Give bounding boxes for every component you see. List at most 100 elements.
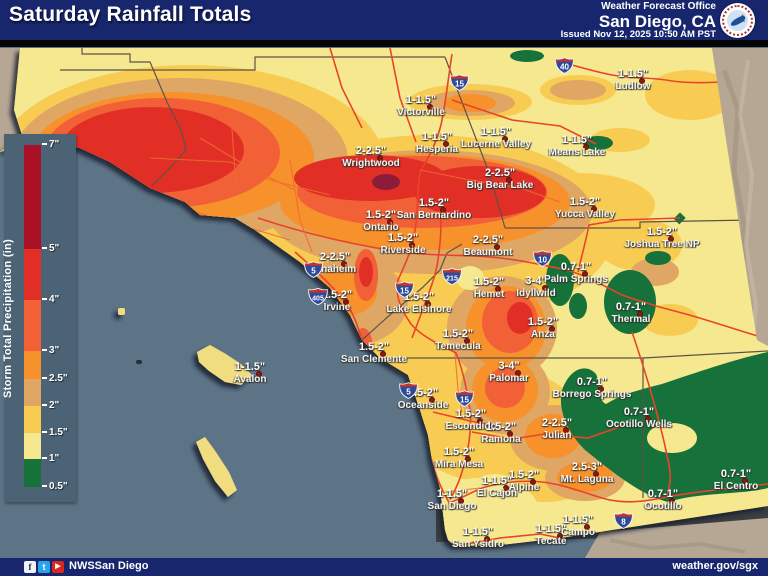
legend-segment-3-4 bbox=[24, 300, 41, 351]
legend-segment-1-1.5 bbox=[24, 433, 41, 459]
city-label-julian: 2-2.5" Julian bbox=[542, 417, 572, 442]
city-dot bbox=[458, 498, 464, 504]
city-dot bbox=[549, 326, 555, 332]
city-label-alpine: 1.5-2" Alpine bbox=[509, 469, 540, 494]
city-name: San Ysidro bbox=[451, 539, 505, 550]
rainfall-value: 1.5-2" bbox=[508, 469, 540, 481]
rainfall-value: 1-1.5" bbox=[562, 514, 594, 526]
svg-text:5: 5 bbox=[311, 266, 316, 275]
city-label-lake-elsinore: 1.5-2" Lake Elsinore bbox=[386, 291, 451, 316]
city-dot bbox=[591, 206, 597, 212]
city-dot bbox=[563, 427, 569, 433]
rainfall-value: 2-2.5" bbox=[484, 167, 516, 179]
city-dot bbox=[343, 299, 349, 305]
city-name: Ocotillo bbox=[644, 501, 682, 512]
city-label-ontario: 1.5-2" Ontario bbox=[363, 209, 399, 234]
city-dot bbox=[502, 136, 508, 142]
map-top-seam bbox=[0, 40, 768, 47]
city-label-tecate: 1-1.5" Tecate bbox=[536, 523, 567, 548]
city-label-san-clemente: 1.5-2" San Clemente bbox=[341, 341, 407, 366]
nws-logo-ring bbox=[722, 5, 753, 36]
city-name: San Diego bbox=[427, 501, 477, 512]
legend-colorbar bbox=[24, 145, 41, 487]
city-dot bbox=[425, 301, 431, 307]
city-name: Anza bbox=[531, 329, 555, 340]
city-name: Palomar bbox=[489, 373, 529, 384]
city-dot bbox=[637, 311, 643, 317]
rainfall-value: 0.7-1" bbox=[647, 488, 679, 500]
nws-logo-core bbox=[727, 10, 748, 31]
city-label-victorville: 1-1.5" Victorville bbox=[397, 94, 445, 119]
city-name: Yucca Valley bbox=[554, 209, 616, 220]
city-name: Ramona bbox=[481, 434, 521, 445]
rainfall-value: 1.5-2" bbox=[442, 328, 474, 340]
city-label-ocotillo-wells: 0.7-1" Ocotillo Wells bbox=[606, 406, 672, 431]
rainfall-value: 2-2.5" bbox=[319, 251, 351, 263]
facebook-icon: f bbox=[24, 561, 36, 573]
legend-segment-5-7 bbox=[24, 145, 41, 249]
city-dot bbox=[377, 155, 383, 161]
legend-tick: 2" bbox=[42, 400, 72, 411]
city-dot bbox=[668, 236, 674, 242]
city-name: Lucerne Valley bbox=[460, 139, 532, 150]
map-graphic bbox=[0, 40, 768, 558]
city-dot bbox=[598, 386, 604, 392]
city-label-hesperia: 1-1.5" Hesperia bbox=[416, 131, 458, 156]
city-dot bbox=[557, 533, 563, 539]
city-dot bbox=[464, 338, 470, 344]
legend-segment-2-2.5 bbox=[24, 379, 41, 406]
city-label-avalon: 1-1.5" Avalon bbox=[234, 361, 267, 386]
city-dot bbox=[593, 471, 599, 477]
city-name: Ocotillo Wells bbox=[606, 419, 672, 430]
city-label-anaheim: 2-2.5" Anaheim bbox=[314, 251, 356, 276]
city-name: Mt. Laguna bbox=[560, 474, 614, 485]
city-dot bbox=[542, 285, 548, 291]
rainfall-value: 2-2.5" bbox=[472, 234, 504, 246]
legend-tick: 5" bbox=[42, 243, 72, 254]
rainfall-value: 1.5-2" bbox=[365, 209, 397, 221]
issued-timestamp: Issued Nov 12, 2025 10:50 AM PST bbox=[560, 29, 716, 41]
city-dot bbox=[507, 431, 513, 437]
city-label-san-bernardino: 1.5-2" San Bernardino bbox=[397, 197, 471, 222]
city-name: Anaheim bbox=[313, 264, 357, 275]
legend-segment-4-5 bbox=[24, 249, 41, 300]
city-dot bbox=[440, 207, 446, 213]
svg-text:405: 405 bbox=[312, 296, 324, 303]
rainfall-value: 1.5-2" bbox=[455, 408, 487, 420]
svg-text:5: 5 bbox=[406, 387, 411, 396]
city-name: Oceanside bbox=[397, 400, 449, 411]
city-dot bbox=[443, 141, 449, 147]
city-name: Temecula bbox=[435, 341, 481, 352]
rainfall-value: 0.7-1" bbox=[615, 301, 647, 313]
city-label-yucca-valley: 1.5-2" Yucca Valley bbox=[555, 196, 615, 221]
svg-text:215: 215 bbox=[446, 276, 458, 283]
city-label-joshua-tree-np: 1.5-2" Joshua Tree NP bbox=[624, 226, 699, 251]
legend-segment-0.5-1 bbox=[24, 459, 41, 487]
rainfall-value: 1-1.5" bbox=[535, 523, 567, 535]
rainfall-value: 0.7-1" bbox=[560, 261, 592, 273]
city-name: Borrego Springs bbox=[552, 389, 632, 400]
rainfall-value: 2.5-3" bbox=[571, 461, 603, 473]
youtube-icon: ▶ bbox=[52, 561, 64, 573]
rainfall-value: 1.5-2" bbox=[321, 289, 353, 301]
legend-segment-2.5-3 bbox=[24, 351, 41, 379]
rainfall-value: 2-2.5" bbox=[355, 145, 387, 157]
svg-text:10: 10 bbox=[538, 255, 547, 264]
legend-tick: 4" bbox=[42, 294, 72, 305]
city-name: Lake Elsinore bbox=[386, 304, 452, 315]
social-handle: NWSSan Diego bbox=[69, 560, 149, 572]
rainfall-value: 1-1.5" bbox=[234, 361, 266, 373]
city-dot bbox=[639, 78, 645, 84]
rainfall-value: 1-1.5" bbox=[617, 68, 649, 80]
city-label-hemet: 1.5-2" Hemet bbox=[474, 276, 505, 301]
city-name: Avalon bbox=[233, 374, 267, 385]
rainfall-value: 1.5-2" bbox=[418, 197, 450, 209]
legend-title: Storm Total Precipitation (in) bbox=[2, 238, 14, 398]
city-label-big-bear-lake: 2-2.5" Big Bear Lake bbox=[467, 167, 534, 192]
rainfall-value: 1.5-2" bbox=[358, 341, 390, 353]
city-label-means-lake: 1-1.5" Means Lake bbox=[549, 134, 606, 159]
svg-text:15: 15 bbox=[455, 79, 464, 88]
rainfall-value: 1.5-2" bbox=[527, 316, 559, 328]
city-dot bbox=[484, 536, 490, 542]
city-label-san-ysidro: 1-1.5" San Ysidro bbox=[452, 526, 504, 551]
